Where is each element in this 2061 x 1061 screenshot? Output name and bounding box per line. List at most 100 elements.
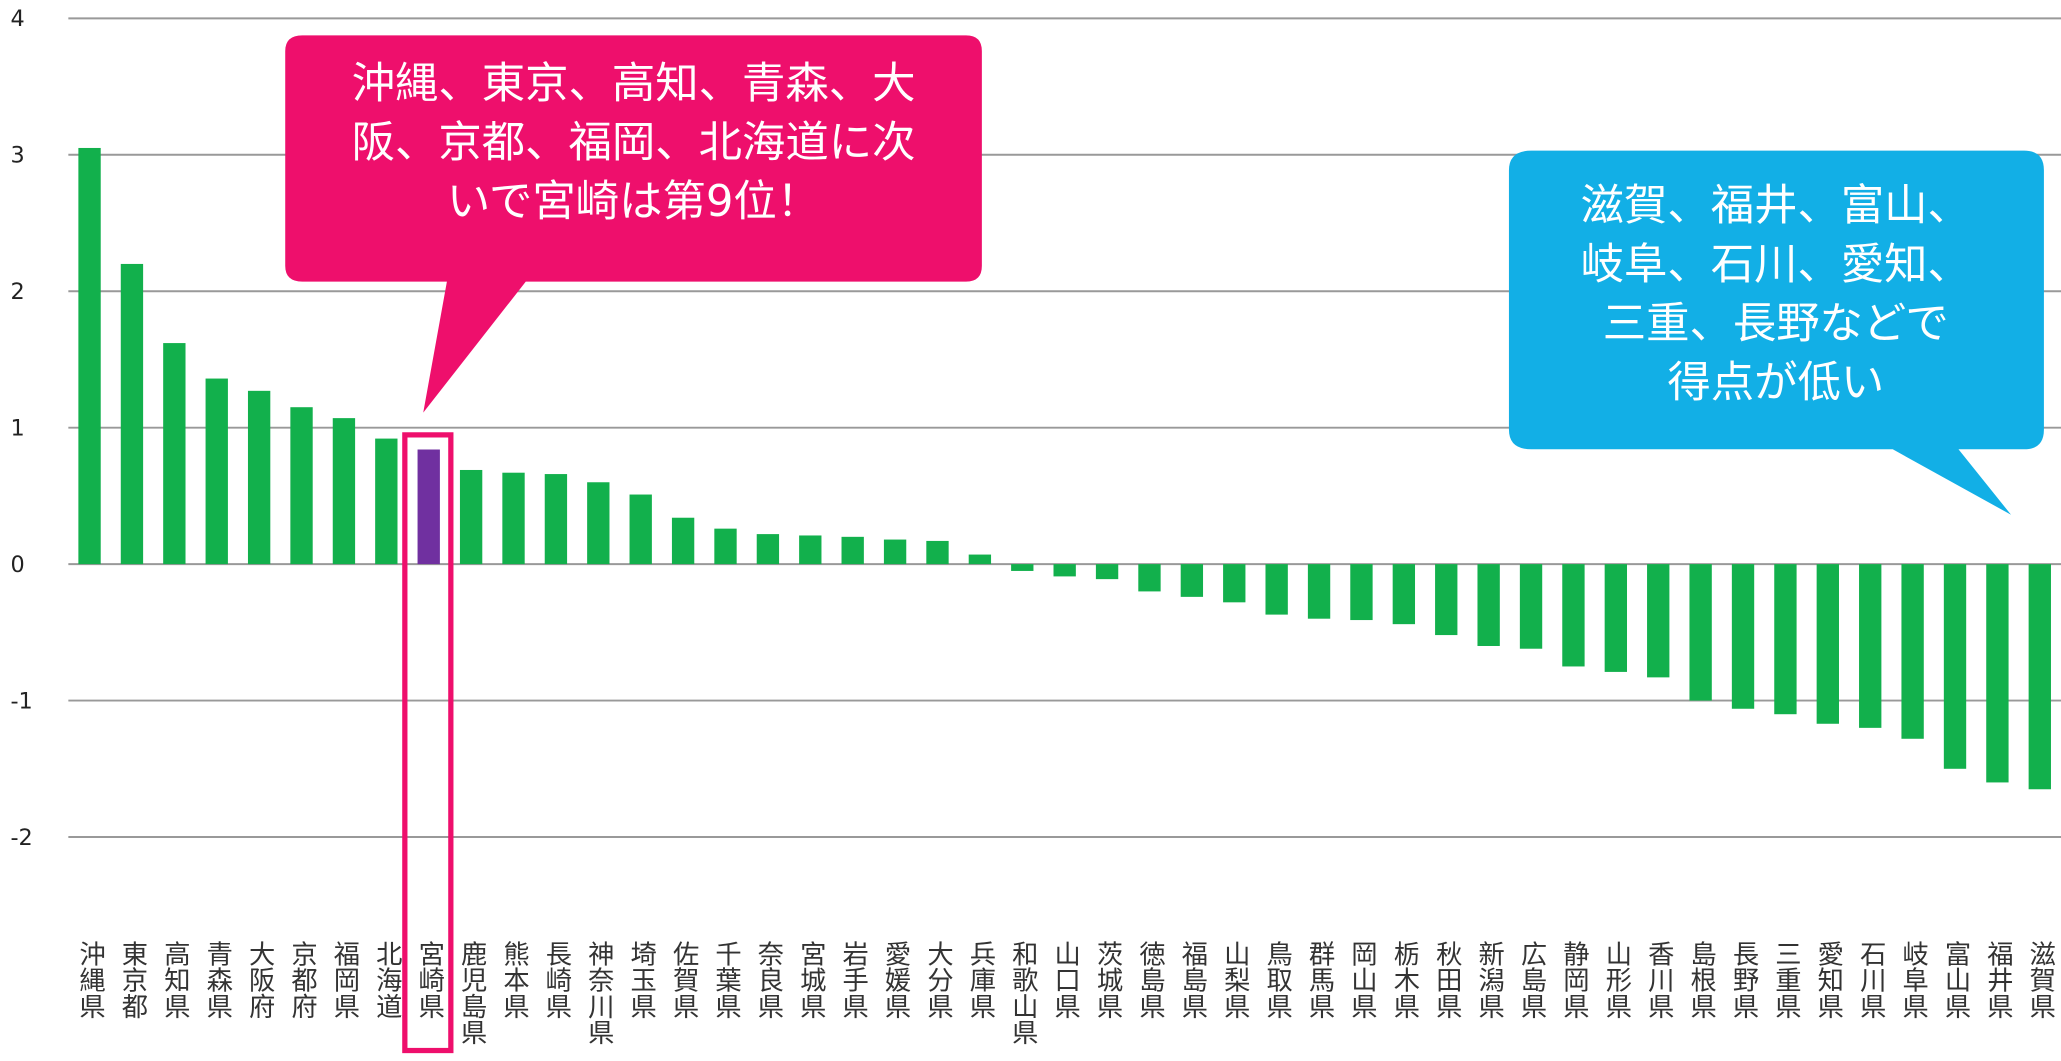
bar [1859,564,1882,728]
callout-text: 岐阜、石川、愛知、 [1581,240,1971,290]
bar [2028,564,2051,790]
x-tick-label: 岡山県 [1346,940,1376,1019]
bar [1223,564,1246,603]
x-tick-label: 静岡県 [1558,940,1588,1019]
x-tick-label: 広島県 [1516,940,1546,1019]
bar [78,147,101,565]
x-tick-label: 愛知県 [1813,940,1844,1019]
x-tick-label: 香川県 [1643,940,1674,1019]
x-tick-label: 和歌山県 [1007,940,1038,1045]
bar [1265,564,1288,615]
x-tick-label: 佐賀県 [668,940,699,1019]
y-tick-label: 3 [11,143,25,169]
x-tick-label: 福井県 [1982,940,2013,1019]
y-tick-label: 0 [11,552,25,578]
bar [1604,564,1628,672]
bar [1435,564,1458,636]
bar [1816,564,1839,724]
callout-bubble [1508,150,2044,515]
x-tick-label: 徳島県 [1134,940,1165,1019]
bar [1562,564,1585,667]
bar [163,343,186,565]
bar [968,554,992,565]
bar [587,482,610,565]
bar [1943,564,1967,769]
x-tick-label: 岩手県 [838,940,869,1019]
x-tick-label: 熊本県 [498,940,529,1019]
bar [417,449,440,565]
x-tick-label: 大分県 [922,940,952,1019]
x-tick-label: 滋賀県 [2025,940,2056,1019]
x-tick-label: 京都府 [287,940,318,1019]
x-tick-label: 愛媛県 [880,940,911,1019]
callout-text: 得点が低い [1667,358,1884,408]
callout-text: 沖縄、東京、高知、青森、大 [352,59,916,109]
x-tick-label: 大阪府 [244,940,275,1019]
bar [290,407,313,565]
bar [1731,564,1755,709]
x-tick-label: 新潟県 [1474,940,1505,1019]
bar [799,535,822,565]
bar [1011,564,1034,571]
x-tick-label: 長崎県 [541,940,571,1019]
bar [883,539,907,565]
bar [671,517,695,565]
bar [926,540,949,565]
x-tick-label: 沖縄県 [75,940,106,1019]
x-tick-label: 鳥取県 [1262,940,1293,1019]
bar [1774,564,1797,715]
x-tick-label: 富山県 [1940,940,1970,1019]
y-tick-label: 4 [11,6,25,32]
x-tick-label: 北海道 [371,940,402,1019]
bar [1307,564,1331,619]
bar [502,472,525,565]
bar [1138,564,1161,592]
callout-text: いで宮崎は第9位！ [447,177,820,227]
x-tick-label: 兵庫県 [965,940,996,1019]
bar [1477,564,1500,646]
x-tick-label: 山梨県 [1219,940,1250,1019]
x-tick-label: 三重県 [1770,940,1800,1019]
highlight-box [402,432,454,1054]
bar [375,438,398,565]
x-tick-label: 群馬県 [1304,940,1335,1019]
x-tick-label: 石川県 [1855,940,1886,1019]
x-tick-label: 高知県 [159,940,190,1019]
bar [1350,564,1373,621]
bar [756,534,780,565]
x-tick-label: 宮崎県 [414,940,444,1019]
bar [247,390,271,565]
x-tick-label: 山形県 [1601,940,1632,1019]
x-tick-label: 長野県 [1728,940,1759,1019]
y-tick-label: -1 [11,688,33,714]
bar [1689,564,1712,701]
bar [1053,564,1076,577]
x-tick-label: 茨城県 [1092,940,1122,1019]
x-tick-label: 福島県 [1177,940,1208,1019]
y-tick-label: 1 [11,416,25,442]
x-tick-label: 神奈川県 [583,940,614,1045]
x-tick-label: 山口県 [1050,940,1080,1019]
bar [1647,564,1670,678]
bar [1519,564,1543,649]
x-tick-label: 島根県 [1686,940,1717,1019]
callout-text: 滋賀、福井、富山、 [1581,181,1971,231]
bar [1392,564,1416,625]
bar [205,378,228,565]
x-tick-label: 鹿児島県 [456,940,487,1045]
bar [714,528,737,565]
x-tick-label: 栃木県 [1389,940,1420,1019]
x-tick-label: 東京都 [117,940,148,1019]
bar [629,494,652,565]
x-tick-label: 埼玉県 [626,940,657,1019]
bar [1180,564,1204,597]
x-tick-label: 千葉県 [710,940,741,1019]
y-tick-label: 2 [11,279,25,305]
bar [841,536,864,565]
bar [1986,564,2009,783]
bar [1095,564,1119,580]
x-tick-label: 秋田県 [1431,940,1462,1019]
bar [332,418,356,565]
